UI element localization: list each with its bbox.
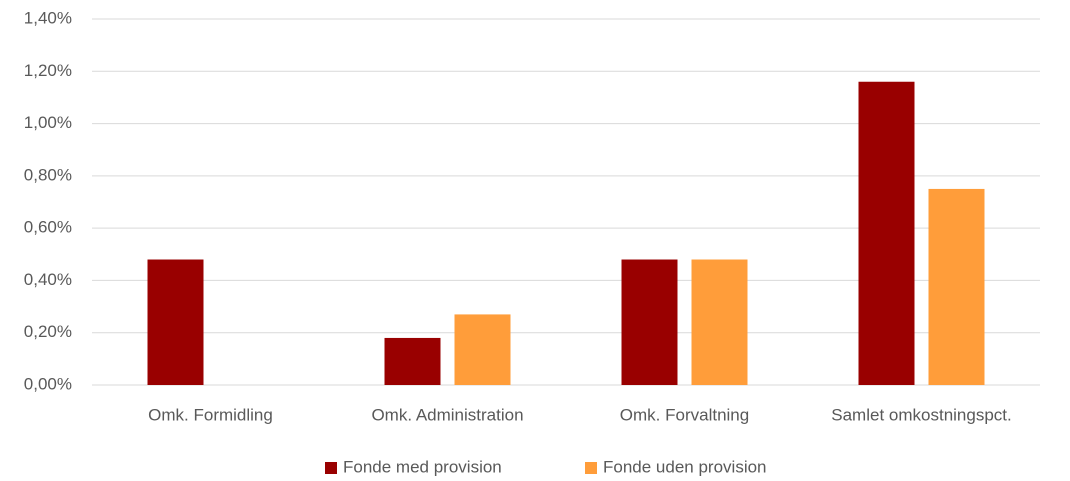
legend-swatch: [585, 462, 597, 474]
bar: [858, 81, 915, 385]
bar: [147, 259, 204, 385]
y-tick-label: 0,00%: [24, 374, 72, 393]
x-tick-label: Omk. Formidling: [148, 405, 273, 424]
y-tick-label: 1,00%: [24, 113, 72, 132]
y-tick-label: 0,60%: [24, 218, 72, 237]
y-tick-label: 1,40%: [24, 8, 72, 27]
legend-swatch: [325, 462, 337, 474]
y-tick-label: 0,80%: [24, 165, 72, 184]
bar: [691, 259, 748, 385]
x-tick-label: Samlet omkostningspct.: [831, 405, 1011, 424]
bar: [384, 337, 441, 385]
y-tick-label: 0,40%: [24, 270, 72, 289]
legend-label: Fonde uden provision: [603, 457, 767, 476]
y-tick-label: 0,20%: [24, 322, 72, 341]
bar: [454, 314, 511, 385]
bar: [621, 259, 678, 385]
x-tick-label: Omk. Forvaltning: [620, 405, 749, 424]
legend-label: Fonde med provision: [343, 457, 502, 476]
y-tick-label: 1,20%: [24, 61, 72, 80]
x-tick-label: Omk. Administration: [371, 405, 523, 424]
bar: [928, 188, 985, 385]
